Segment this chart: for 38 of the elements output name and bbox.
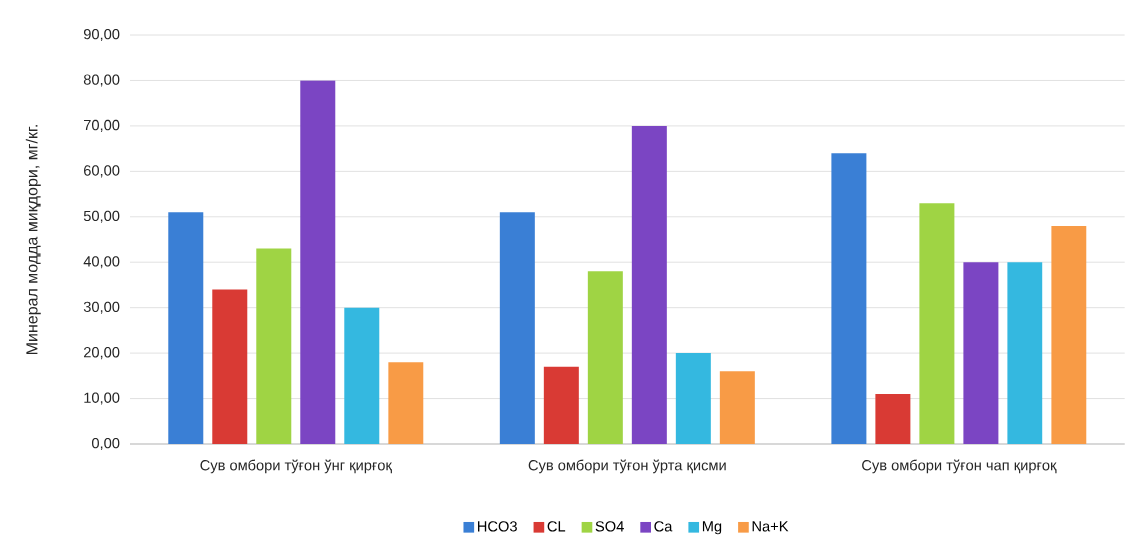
y-axis-title: Минерал модда миқдори, мг/кг. (25, 125, 41, 355)
bar (168, 212, 204, 444)
bar (587, 271, 623, 444)
bar (1051, 225, 1087, 444)
bar (875, 394, 911, 444)
bar (212, 289, 248, 444)
bar (256, 248, 292, 444)
bar (963, 262, 999, 444)
y-tick-label: 10,00 (84, 392, 120, 405)
y-tick-label: 20,00 (83, 347, 120, 360)
y-tick-label: 30,00 (83, 301, 120, 314)
bar (1007, 262, 1043, 444)
legend-label: HCO3 (478, 521, 517, 532)
legend-label: SO4 (595, 521, 624, 532)
x-tick-label: Сув омбори тўғон чап қирғоқ (862, 459, 1057, 474)
y-tick-label: 60,00 (84, 165, 120, 178)
bar (831, 153, 867, 444)
y-tick-label: 90,00 (83, 28, 120, 42)
bar (499, 212, 535, 444)
bar (344, 307, 380, 444)
legend-label: Mg (702, 521, 722, 535)
y-tick-label: 50,00 (83, 210, 120, 223)
bar (543, 366, 579, 444)
bar (631, 125, 667, 444)
x-tick-label: Сув омбори тўғон ўнг қирғоқ (200, 459, 392, 474)
legend-label: Ca (654, 521, 673, 532)
y-tick-label: 40,00 (83, 256, 120, 269)
bar (719, 371, 755, 444)
y-tick-label: 70,00 (84, 119, 120, 132)
bar (300, 80, 336, 444)
y-tick-label: 80,00 (83, 74, 120, 87)
legend-label: Na+K (752, 521, 789, 532)
bar (675, 353, 711, 444)
legend-label: CL (547, 521, 566, 532)
bar (919, 203, 955, 444)
y-tick-label: 0,00 (91, 437, 120, 451)
x-tick-label: Сув омбори тўғон ўрта қисми (528, 459, 726, 474)
bar (388, 362, 424, 444)
